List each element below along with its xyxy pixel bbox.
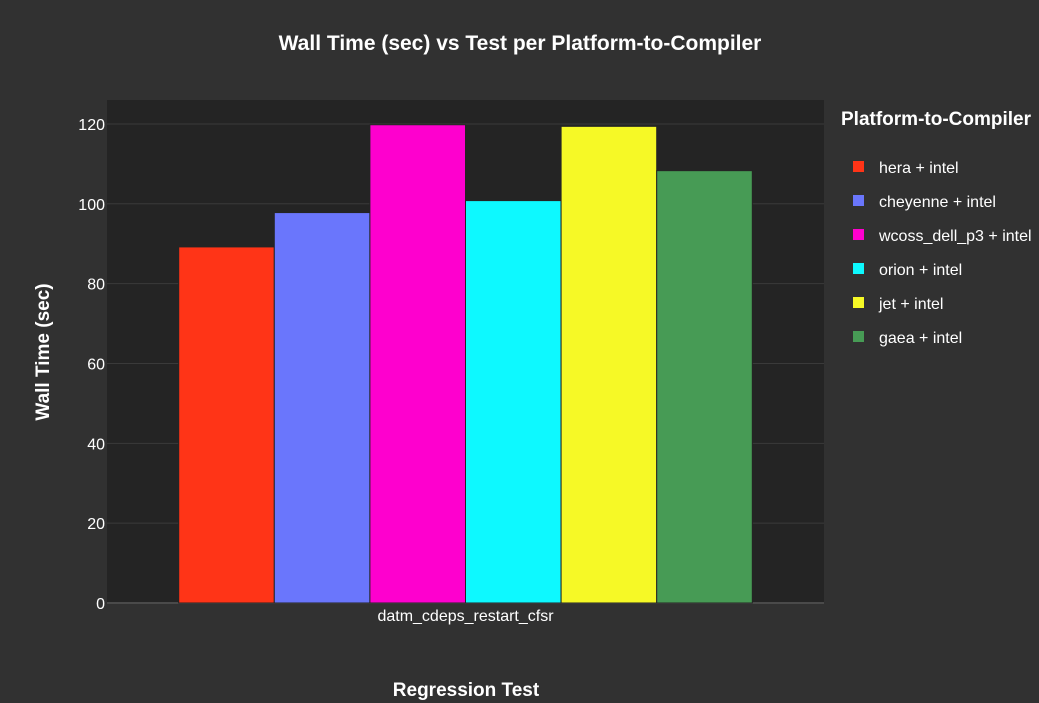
legend-swatch (853, 161, 864, 172)
y-tick-label: 20 (87, 516, 105, 533)
legend-item[interactable]: wcoss_dell_p3 + intel (853, 228, 1032, 245)
legend-item[interactable]: jet + intel (853, 296, 943, 313)
legend-label: gaea + intel (879, 330, 962, 347)
bar[interactable] (560, 125, 658, 604)
x-axis-title: Regression Test (393, 680, 540, 701)
bar[interactable] (273, 212, 371, 604)
bars (178, 124, 753, 604)
y-tick-label: 0 (96, 596, 105, 613)
y-tick-label: 100 (78, 197, 105, 214)
x-tick-labels: datm_cdeps_restart_cfsr (377, 608, 554, 625)
legend-item[interactable]: orion + intel (853, 262, 962, 279)
chart-title: Wall Time (sec) vs Test per Platform-to-… (279, 32, 762, 55)
legend-item[interactable]: cheyenne + intel (853, 194, 996, 211)
y-axis-title: Wall Time (sec) (33, 283, 54, 420)
y-tick-label: 80 (87, 277, 105, 294)
legend-swatch (853, 263, 864, 274)
legend-title: Platform-to-Compiler (841, 109, 1032, 130)
legend-label: orion + intel (879, 262, 962, 279)
bar[interactable] (656, 170, 753, 604)
bar[interactable] (369, 124, 466, 604)
legend-swatch (853, 229, 864, 240)
legend-item[interactable]: gaea + intel (853, 330, 962, 347)
legend-swatch (853, 297, 864, 308)
legend: Platform-to-Compiler hera + intel cheyenn… (841, 109, 1032, 347)
legend-label: cheyenne + intel (879, 194, 996, 211)
y-tick-label: 60 (87, 356, 105, 373)
y-tick-labels: 0 20 40 60 80 100 120 (78, 117, 105, 613)
x-tick-label: datm_cdeps_restart_cfsr (377, 608, 554, 625)
legend-swatch (853, 195, 864, 206)
bar[interactable] (465, 200, 562, 604)
y-tick-label: 40 (87, 436, 105, 453)
legend-item[interactable]: hera + intel (853, 160, 959, 177)
y-tick-label: 120 (78, 117, 105, 134)
legend-swatch (853, 331, 864, 342)
legend-label: wcoss_dell_p3 + intel (878, 228, 1032, 245)
legend-label: hera + intel (879, 160, 959, 177)
bar[interactable] (178, 246, 275, 604)
legend-label: jet + intel (878, 296, 943, 313)
